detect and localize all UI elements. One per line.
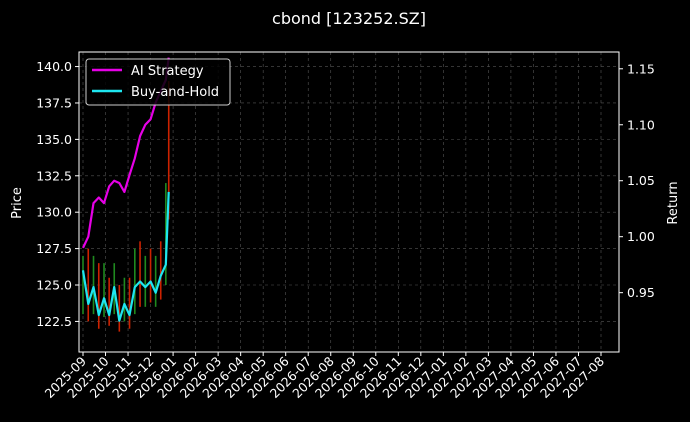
- legend-bh-label: Buy-and-Hold: [131, 85, 219, 100]
- left-tick-label: 137.5: [36, 95, 72, 110]
- left-tick-label: 135.0: [36, 132, 72, 147]
- left-tick-label: 127.5: [36, 241, 72, 256]
- left-axis-label: Price: [10, 187, 25, 219]
- legend-ai-label: AI Strategy: [131, 64, 204, 79]
- right-tick-label: 1.05: [627, 173, 655, 188]
- right-axis-label: Return: [666, 181, 681, 224]
- right-tick-label: 1.00: [627, 229, 655, 244]
- left-tick-label: 140.0: [36, 59, 72, 74]
- left-tick-label: 130.0: [36, 205, 72, 220]
- right-tick-label: 1.10: [627, 117, 655, 132]
- left-tick-label: 122.5: [36, 314, 72, 329]
- chart-title: cbond [123252.SZ]: [272, 9, 426, 28]
- right-axis: 0.95 1.00 1.05 1.10 1.15: [619, 61, 655, 300]
- left-tick-label: 125.0: [36, 278, 72, 293]
- left-tick-label: 132.5: [36, 168, 72, 183]
- left-axis: 122.5 125.0 127.5 130.0 132.5 135.0 137.5 140.0: [36, 59, 79, 329]
- right-tick-label: 1.15: [627, 61, 655, 76]
- right-tick-label: 0.95: [627, 285, 655, 300]
- buy-and-hold-line: [81, 191, 170, 322]
- plot-frame: [78, 51, 620, 353]
- legend: AI Strategy Buy-and-Hold: [85, 58, 231, 106]
- x-axis: 2025-092025-102025-112025-122026-012026-…: [42, 352, 607, 401]
